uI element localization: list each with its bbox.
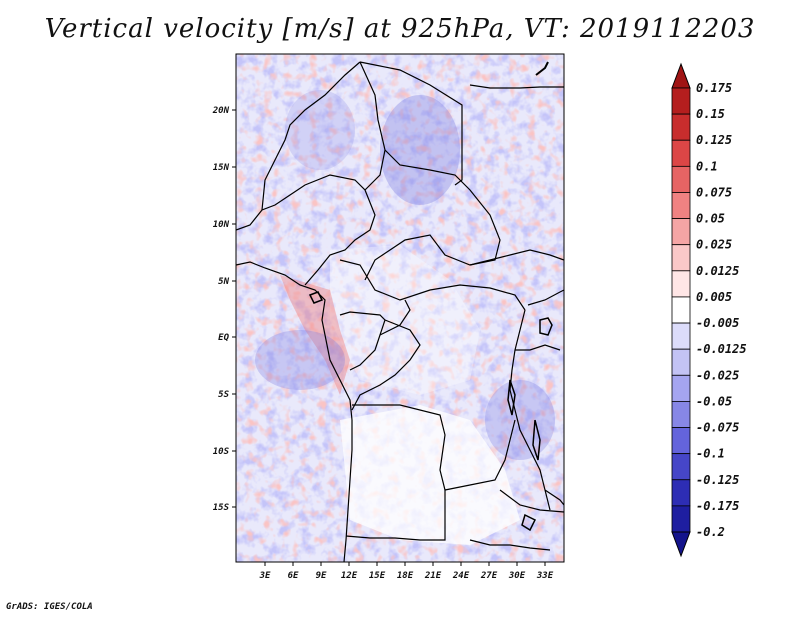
lat-label: 5S	[218, 390, 229, 400]
lon-label: 15E	[369, 571, 386, 581]
lon-label: 3E	[259, 571, 271, 581]
lon-label: 18E	[397, 571, 414, 581]
lon-label: 27E	[480, 571, 498, 581]
chart-title: Vertical velocity [m/s] at 925hPa, VT: 2…	[44, 14, 756, 44]
colorbar-swatch	[671, 113, 691, 141]
lon-label: 21E	[424, 571, 442, 581]
colorbar-swatch	[671, 192, 691, 219]
latitude-axis: 20N 15N 10N 5N EQ 5S 10S 15S	[212, 106, 236, 513]
colorbar-label: -0.005	[696, 316, 739, 330]
longitude-axis: 3E 6E 9E 12E 15E 18E 21E 24E 27E 30E 33E	[259, 562, 554, 581]
lon-label: 24E	[452, 571, 470, 581]
lat-label: 20N	[212, 106, 230, 116]
map-plot-area	[236, 54, 564, 562]
colorbar-swatch	[671, 453, 691, 481]
colorbar-label: 0.005	[696, 290, 732, 304]
colorbar-label: 0.125	[696, 133, 732, 147]
colorbar-label: 0.075	[696, 185, 732, 199]
colorbar-label: 0.15	[696, 107, 725, 121]
colorbar-swatch	[671, 322, 691, 350]
lon-label: 30E	[508, 571, 526, 581]
lon-label: 33E	[536, 571, 554, 581]
lat-label: 15S	[213, 503, 230, 513]
colorbar-label: 0.1	[696, 159, 718, 173]
colorbar-swatch	[671, 296, 691, 324]
colorbar-max-arrow	[671, 62, 691, 89]
colorbar-label: 0.025	[696, 238, 732, 252]
colorbar-label: -0.1	[696, 447, 725, 461]
map-frame	[235, 53, 565, 563]
colorbar-label: 0.175	[696, 81, 732, 95]
colorbar-swatch	[671, 244, 691, 272]
colorbar-label: -0.0125	[696, 342, 747, 356]
lat-label: EQ	[218, 333, 229, 343]
colorbar-swatch	[671, 374, 691, 402]
lat-label: 5N	[218, 277, 229, 287]
colorbar-label: -0.2	[696, 525, 725, 539]
colorbar-min-arrow	[671, 531, 691, 558]
lon-label: 9E	[316, 571, 327, 581]
colorbar-label: -0.125	[696, 473, 739, 487]
colorbar-swatch	[671, 479, 691, 507]
colorbar-swatch	[671, 139, 691, 167]
colorbar-swatch	[671, 165, 691, 193]
colorbar-label: -0.025	[696, 368, 739, 382]
credit-text: GrADS: IGES/COLA	[6, 602, 93, 612]
lat-label: 10S	[213, 447, 230, 457]
lon-label: 6E	[288, 571, 299, 581]
colorbar-swatch	[671, 348, 691, 376]
colorbar-swatch	[671, 505, 691, 533]
colorbar-swatch	[671, 270, 691, 298]
colorbar-label: 0.05	[696, 212, 725, 226]
colorbar-swatch	[671, 87, 691, 115]
colorbar-label: -0.05	[696, 394, 732, 408]
colorbar-label: -0.075	[696, 421, 739, 435]
lat-label: 15N	[213, 163, 230, 173]
lon-label: 12E	[341, 571, 358, 581]
colorbar-swatch	[671, 427, 691, 455]
colorbar-swatch	[671, 401, 691, 428]
colorbar-swatch	[671, 218, 691, 246]
colorbar-label: -0.175	[696, 499, 739, 513]
lat-label: 10N	[213, 220, 230, 230]
colorbar: 0.175 0.15 0.125 0.1 0.075 0.05 0.025 0.0125 0.0…	[671, 62, 747, 558]
country-borders	[236, 61, 564, 562]
colorbar-label: 0.0125	[696, 264, 739, 278]
